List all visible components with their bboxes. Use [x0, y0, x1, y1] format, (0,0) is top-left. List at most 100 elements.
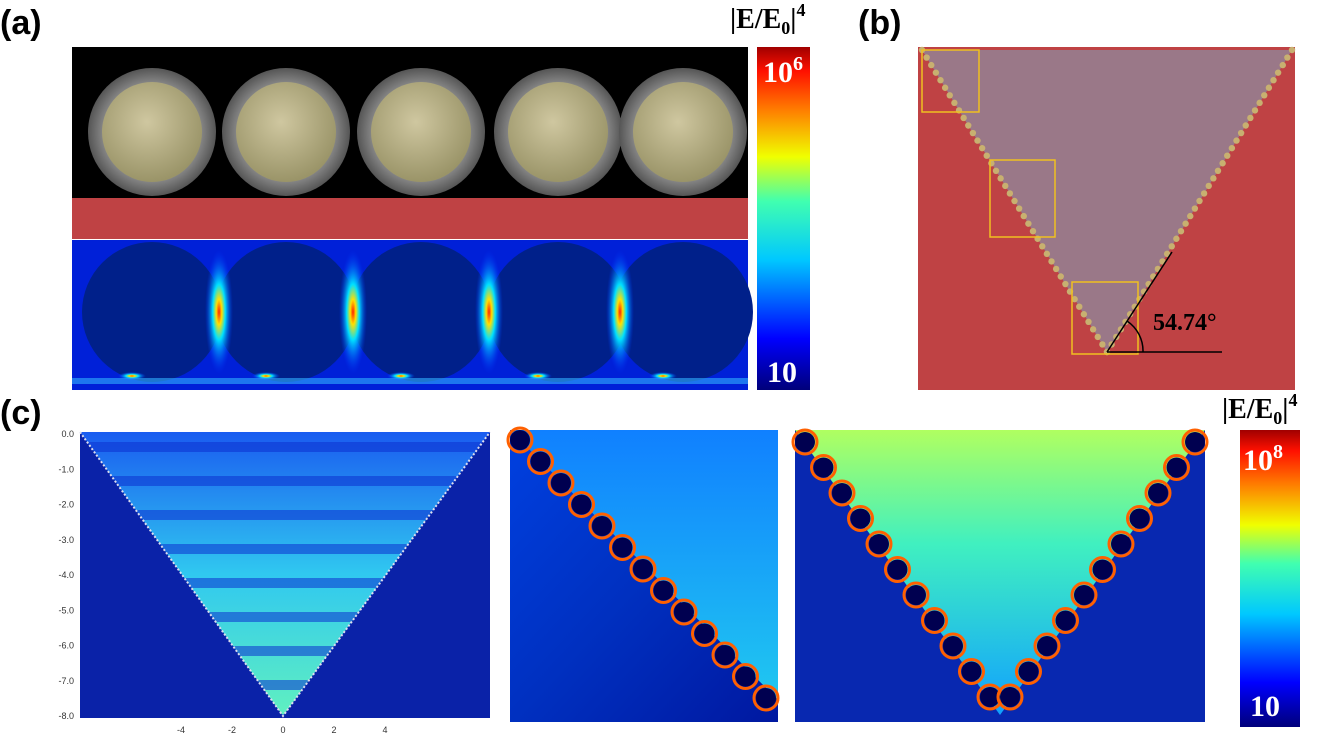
hot-ring [1052, 607, 1079, 634]
hot-ring [547, 469, 575, 497]
y-tick-label: -6.0 [58, 641, 74, 651]
particle [530, 451, 551, 472]
particle [1219, 160, 1226, 167]
particle-field [216, 242, 356, 382]
x-tick-label: 2 [331, 725, 336, 735]
particle [1029, 228, 1037, 235]
particle [571, 494, 592, 515]
particle [1002, 182, 1009, 190]
particle [1074, 585, 1094, 605]
hot-ring [1126, 505, 1153, 532]
particle [1094, 333, 1101, 341]
particle [1173, 235, 1180, 242]
hot-ring [884, 556, 911, 583]
colorbar [757, 47, 810, 390]
particle [1261, 92, 1268, 99]
particle [887, 559, 908, 580]
interface-glow [72, 378, 748, 384]
particle [997, 175, 1004, 182]
particle [1242, 122, 1249, 129]
particle [1089, 326, 1097, 333]
particle [1210, 175, 1217, 182]
particle [1099, 341, 1106, 348]
particle [978, 144, 986, 152]
colorbar-title: |E/E0|4 [730, 0, 805, 38]
particle [715, 645, 735, 665]
particle [1055, 610, 1076, 631]
y-tick-label: -3.0 [58, 535, 74, 545]
particle [1177, 228, 1185, 235]
particle [937, 77, 944, 84]
hot-ring [506, 426, 534, 454]
particle [1200, 190, 1208, 197]
hot-ring [958, 658, 985, 685]
pit-wall [79, 431, 491, 718]
angle-arc [1126, 320, 1144, 353]
particle [980, 687, 1000, 707]
core [633, 82, 733, 182]
hot-ring [711, 641, 739, 669]
colorbar-title: |E/E0|4 [1222, 390, 1297, 428]
particle [943, 636, 963, 656]
pit-field [795, 430, 1205, 715]
hot-ring [1089, 556, 1116, 583]
particle [674, 602, 694, 622]
particle [946, 92, 953, 99]
pyramid-pit [922, 50, 1292, 352]
hot-ring [670, 598, 698, 626]
particle [1251, 107, 1259, 114]
particle [923, 54, 930, 61]
hot-ring [1070, 581, 1098, 609]
particle [1131, 303, 1138, 310]
particle [1182, 220, 1189, 227]
particle [961, 661, 982, 682]
field-features [72, 242, 753, 384]
hot-ring [1181, 428, 1209, 456]
panel-label: (a) [0, 4, 42, 42]
particle [960, 114, 967, 122]
hot-ring [1033, 632, 1061, 660]
particle [1052, 265, 1060, 273]
angle-line [1106, 251, 1173, 353]
particles [506, 426, 780, 712]
particle [1062, 280, 1069, 288]
pit-bands [80, 432, 490, 716]
gap-hotspot [606, 250, 634, 374]
hot-ring [752, 684, 780, 712]
hot-ring [828, 479, 856, 507]
particle [592, 516, 612, 536]
particle [756, 688, 776, 708]
gap-hotspot [205, 250, 233, 374]
particle [928, 61, 935, 69]
colorbar-max: 106 [763, 53, 803, 89]
particle [1000, 687, 1020, 707]
colorbar-min: 10 [767, 356, 797, 389]
particle [1224, 152, 1231, 159]
particle [1037, 636, 1057, 656]
particle [1279, 61, 1286, 69]
x-tick-label: -4 [177, 725, 185, 735]
particle [850, 508, 871, 529]
hot-ring [1163, 454, 1190, 481]
hot-ring [629, 555, 657, 583]
hot-ring [609, 534, 636, 561]
x-tick-label: 0 [280, 725, 285, 735]
particle [1247, 114, 1254, 122]
hot-ring [996, 683, 1024, 711]
particle [813, 457, 834, 478]
panel-label: (b) [858, 4, 901, 42]
particle [1256, 99, 1263, 107]
particle [1163, 250, 1171, 258]
particle [924, 610, 945, 631]
particle [992, 167, 1000, 174]
x-tick-label: -2 [228, 725, 236, 735]
particle [612, 537, 633, 558]
hot-ring [865, 530, 893, 558]
particle-field [351, 242, 491, 382]
hot-ring [588, 512, 616, 540]
particle [1270, 77, 1277, 84]
particle-field [488, 242, 628, 382]
particle [1129, 508, 1150, 529]
particle [941, 84, 949, 91]
